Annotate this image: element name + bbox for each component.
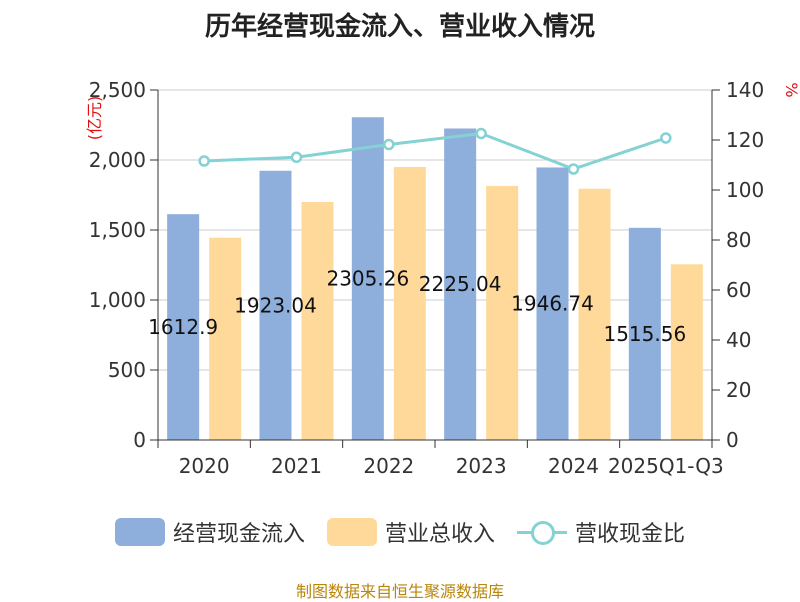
chart-title: 历年经营现金流入、营业收入情况 <box>204 12 595 42</box>
bar-revenue[interactable] <box>301 202 334 440</box>
point-cash-ratio[interactable] <box>660 132 672 144</box>
right-tick-label: 120 <box>726 128 764 152</box>
data-label-cash-inflow: 1612.9 <box>148 315 218 339</box>
data-label-cash-inflow: 1515.56 <box>603 322 686 346</box>
data-labels: 1612.9 1923.04 2305.26 2225.04 1946.74 1515.5… <box>148 267 686 346</box>
legend-label-cash-ratio: 营收现金比 <box>575 522 686 547</box>
bar-cash-inflow[interactable] <box>444 128 477 441</box>
data-label-cash-inflow: 1946.74 <box>511 292 594 316</box>
bar-revenue[interactable] <box>209 237 242 440</box>
data-label-cash-inflow: 2305.26 <box>326 267 409 291</box>
bar-revenue[interactable] <box>486 185 519 440</box>
legend-swatch-cash-inflow <box>114 518 165 546</box>
point-cash-ratio[interactable] <box>198 155 210 167</box>
point-cash-ratio[interactable] <box>567 163 580 175</box>
left-tick-label: 2,500 <box>89 78 146 102</box>
legend-label-cash-inflow: 经营现金流入 <box>172 522 305 547</box>
line-series <box>198 127 672 175</box>
bar-cash-inflow[interactable] <box>351 117 384 440</box>
left-tick-label: 2,000 <box>89 148 146 172</box>
x-tick-label: 2023 <box>456 454 507 478</box>
x-tick-label: 2022 <box>363 454 414 478</box>
right-tick-label: 60 <box>726 278 751 302</box>
x-tick-label: 2024 <box>548 454 599 478</box>
bar-cash-inflow[interactable] <box>259 170 292 440</box>
legend-item-cash-inflow[interactable]: 经营现金流入 <box>114 516 305 548</box>
legend-label-revenue: 营业总收入 <box>384 522 495 547</box>
legend-item-revenue[interactable]: 营业总收入 <box>326 516 495 548</box>
left-tick-label: 1,500 <box>89 218 146 242</box>
right-tick-label: 100 <box>726 178 764 202</box>
bar-revenue[interactable] <box>578 188 611 440</box>
line-cash-ratio <box>204 131 667 171</box>
right-tick-label: 80 <box>726 228 751 252</box>
left-tick-label: 500 <box>108 358 146 382</box>
left-tick-label: 0 <box>133 428 146 452</box>
right-axis-unit: % <box>782 82 800 97</box>
right-tick-label: 40 <box>726 328 751 352</box>
legend-item-cash-ratio[interactable]: 营收现金比 <box>517 516 685 548</box>
source-note: 制图数据来自恒生聚源数据库 <box>295 582 504 601</box>
x-tick-label: 2020 <box>179 454 230 478</box>
x-tick-label: 2025Q1-Q3 <box>608 454 724 478</box>
axes: 0 500 1,000 1,500 2,000 2,500 0 20 40 60 80 100 120 1… <box>85 78 800 478</box>
bar-cash-inflow[interactable] <box>628 227 661 440</box>
left-axis-unit: (亿元) <box>85 96 104 141</box>
legend-swatch-cash-ratio <box>517 518 567 546</box>
point-cash-ratio[interactable] <box>475 127 487 140</box>
x-tick-label: 2021 <box>271 454 322 478</box>
bar-revenue[interactable] <box>393 167 426 440</box>
legend: 经营现金流入 营业总收入 营收现金比 <box>0 516 800 548</box>
legend-swatch-revenue <box>326 518 377 546</box>
point-cash-ratio[interactable] <box>383 138 395 151</box>
bar-cash-inflow[interactable] <box>536 167 569 440</box>
bar-series <box>167 117 703 441</box>
right-tick-label: 20 <box>726 378 751 402</box>
data-label-cash-inflow: 2225.04 <box>419 272 502 296</box>
left-tick-label: 1,000 <box>89 288 146 312</box>
right-tick-label: 0 <box>726 428 739 452</box>
bar-cash-inflow[interactable] <box>167 214 200 440</box>
right-tick-label: 140 <box>726 78 764 102</box>
point-cash-ratio[interactable] <box>290 151 303 163</box>
bar-revenue[interactable] <box>670 264 703 440</box>
data-label-cash-inflow: 1923.04 <box>234 293 317 317</box>
